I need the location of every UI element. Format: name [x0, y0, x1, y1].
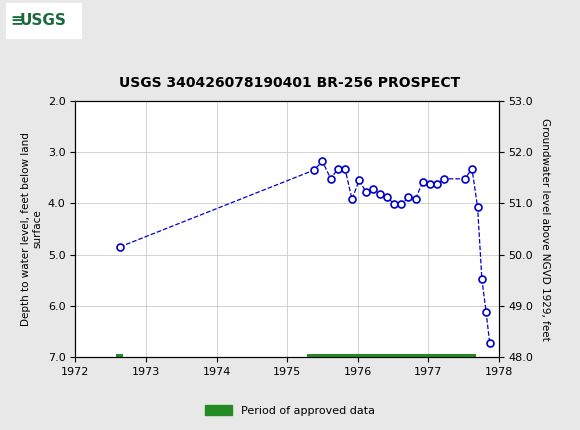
Bar: [307, 354, 476, 360]
Text: ≡: ≡: [10, 13, 23, 28]
Bar: [117, 354, 124, 360]
Text: USGS 340426078190401 BR-256 PROSPECT: USGS 340426078190401 BR-256 PROSPECT: [119, 76, 461, 90]
FancyBboxPatch shape: [6, 3, 81, 37]
Legend: Period of approved data: Period of approved data: [200, 400, 380, 420]
Y-axis label: Depth to water level, feet below land
surface: Depth to water level, feet below land su…: [21, 132, 42, 326]
Y-axis label: Groundwater level above NGVD 1929, feet: Groundwater level above NGVD 1929, feet: [541, 117, 550, 341]
Text: USGS: USGS: [20, 13, 67, 28]
